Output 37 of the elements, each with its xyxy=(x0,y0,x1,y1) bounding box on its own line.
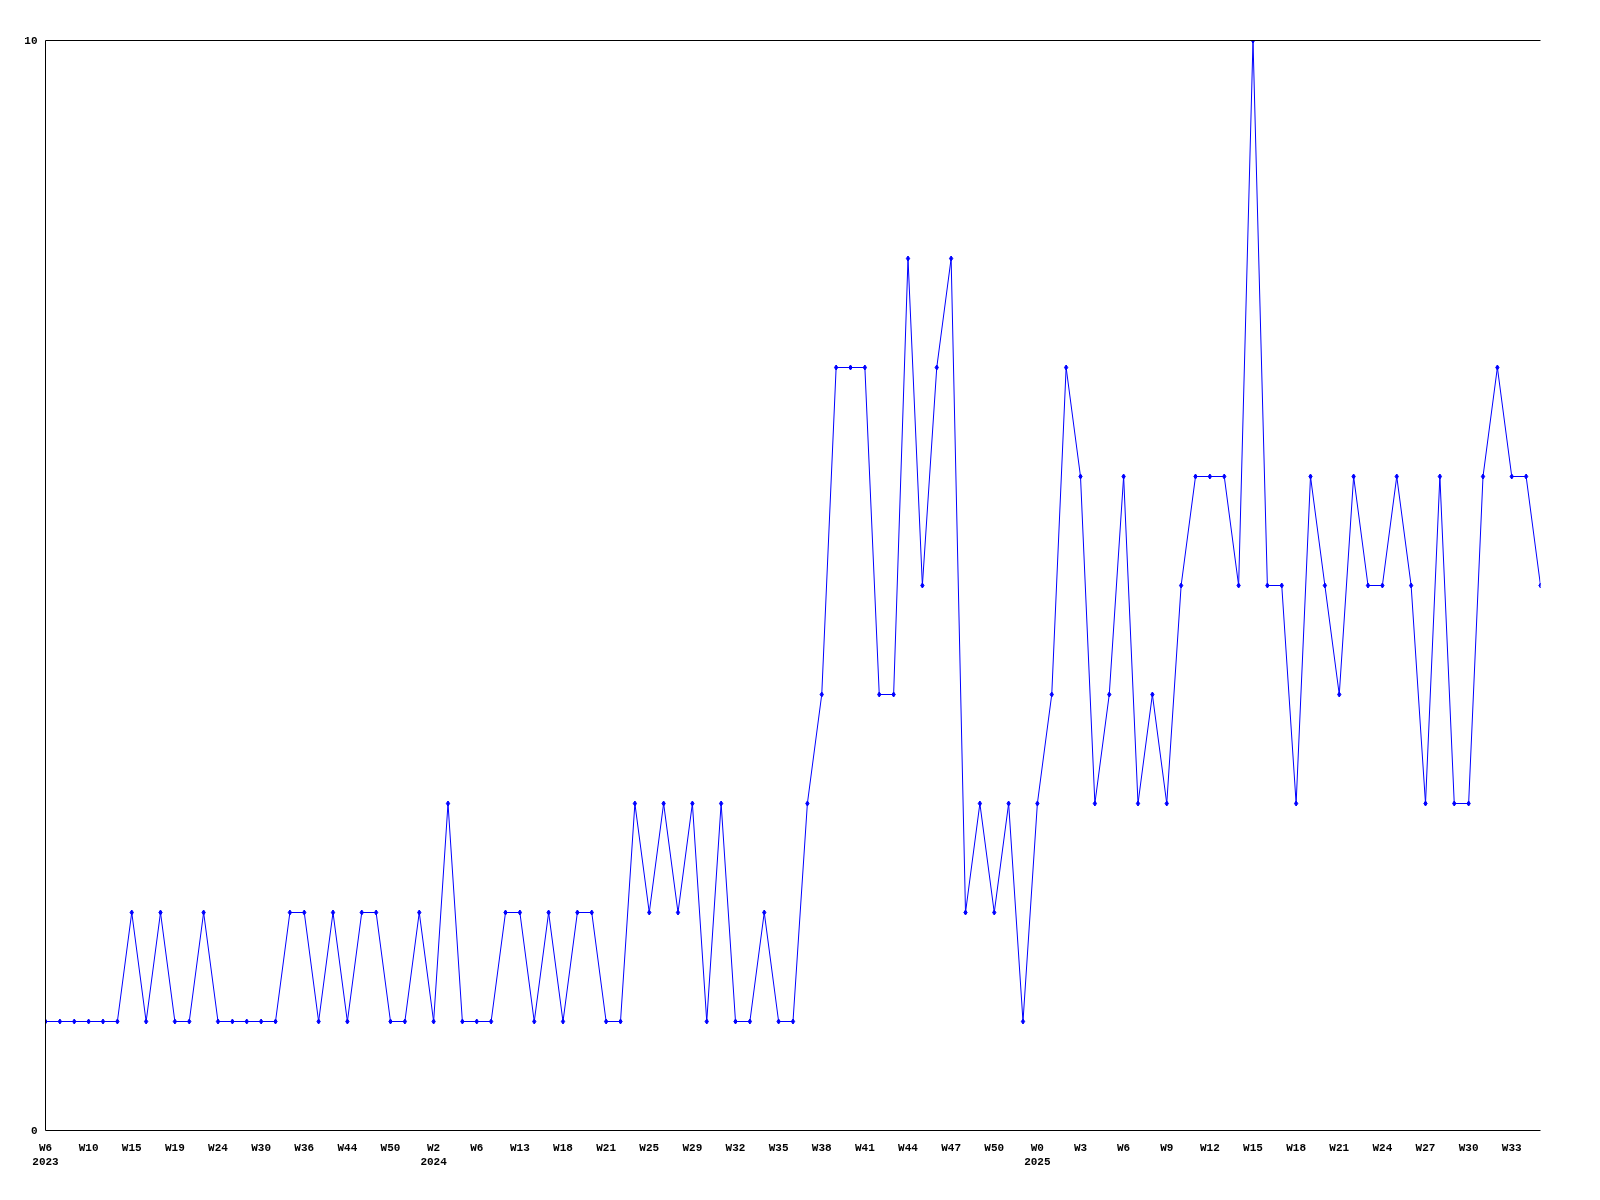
y-tick-label: 10 xyxy=(24,35,38,47)
x-tick-label: W18 xyxy=(1286,1141,1307,1154)
x-tick-label: W35 xyxy=(768,1141,789,1154)
x-tick-label: W21 xyxy=(1329,1141,1350,1154)
x-tick-label: W15 xyxy=(1243,1141,1264,1154)
x-tick-label: W18 xyxy=(553,1141,574,1154)
x-tick-label: W10 xyxy=(78,1141,99,1154)
x-tick-label: W3 xyxy=(1073,1141,1088,1154)
x-tick-label: W13 xyxy=(509,1141,531,1154)
x-tick-label: W41 xyxy=(854,1141,876,1154)
x-tick-label: W30 xyxy=(251,1141,272,1154)
x-tick-label: W44 xyxy=(337,1141,358,1154)
x-tick-label: W9 xyxy=(1160,1141,1174,1154)
x-tick-label: W44 xyxy=(898,1141,919,1154)
x-tick-label: W21 xyxy=(596,1141,617,1154)
x-tick-label: W15 xyxy=(121,1141,143,1154)
x-tick-label: W25 xyxy=(639,1141,660,1154)
x-tick-label: W36 xyxy=(294,1141,315,1154)
x-tick-label: W38 xyxy=(811,1141,833,1154)
x-tick-label: W50 xyxy=(380,1141,401,1154)
x-tick-label: W32 xyxy=(725,1141,746,1154)
x-tick-label: W24 xyxy=(208,1141,229,1154)
y-tick-label: 0 xyxy=(30,1125,38,1137)
x-tick-label: W30 xyxy=(1458,1141,1479,1154)
x-tick-label: W47 xyxy=(941,1141,962,1154)
x-tick-label: W27 xyxy=(1415,1141,1436,1154)
x-tick-label: W12 xyxy=(1199,1141,1220,1154)
x-tick-label: W0 2025 xyxy=(1024,1141,1051,1168)
x-tick-label: W29 xyxy=(682,1141,703,1154)
x-tick-label: W6 xyxy=(470,1141,484,1154)
x-tick-label: W50 xyxy=(984,1141,1005,1154)
x-tick-label: W19 xyxy=(164,1141,185,1154)
x-tick-label: W6 2023 xyxy=(32,1141,60,1168)
x-tick-label: W6 xyxy=(1117,1141,1131,1154)
x-tick-label: W33 xyxy=(1501,1141,1523,1154)
x-tick-label: W24 xyxy=(1372,1141,1393,1154)
x-tick-label: W2 2024 xyxy=(420,1141,448,1168)
